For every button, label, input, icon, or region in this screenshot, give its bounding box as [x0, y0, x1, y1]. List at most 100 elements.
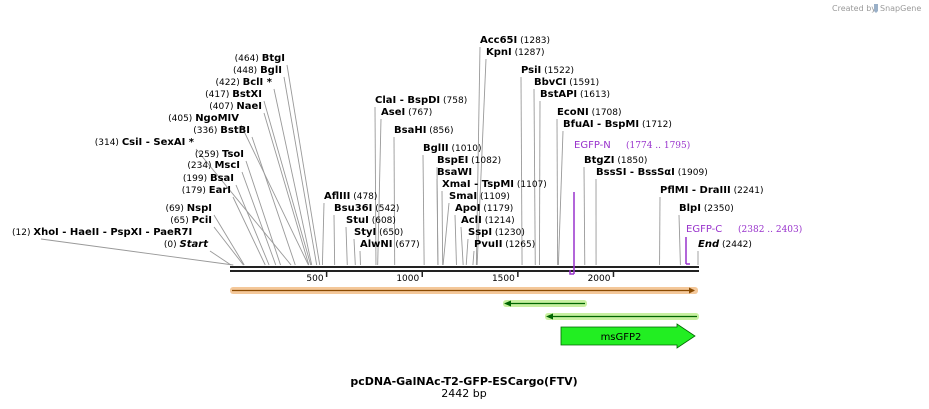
site-label-start[interactable]: (0) Start: [164, 239, 209, 250]
site-label-nspi[interactable]: (69) NspI: [165, 203, 212, 214]
site-line-bsu36i: [333, 214, 336, 266]
site-label-pvuii[interactable]: PvuII (1265): [474, 239, 535, 250]
site-label-styi[interactable]: StyI (650): [354, 227, 403, 238]
site-label-bbvci[interactable]: BbvCI (1591): [534, 77, 599, 88]
site-name: MscI: [214, 160, 240, 171]
site-label-xhoi[interactable]: (12) XhoI - HaeII - PspXI - PaeR7I: [12, 227, 192, 238]
primer-egfp-c[interactable]: EGFP-C (2382 .. 2403): [685, 224, 802, 265]
site-label-xmai[interactable]: XmaI - TspMI (1107): [442, 179, 547, 190]
ruler-tick-label: 2000: [588, 274, 611, 284]
site-label-ngomiv[interactable]: (405) NgoMIV: [168, 113, 239, 124]
site-position: (1230): [495, 228, 525, 238]
site-label-asei[interactable]: AseI (767): [381, 107, 432, 118]
site-label-btgzi[interactable]: BtgZI (1850): [584, 155, 647, 166]
feature-msgfp2[interactable]: msGFP2: [560, 323, 696, 349]
site-label-psii[interactable]: PsiI (1522): [521, 65, 574, 76]
site-line-msci: [241, 171, 277, 266]
site-label-bcli[interactable]: (422) BclI *: [216, 77, 273, 88]
site-label-bsai[interactable]: (199) BsaI: [183, 173, 234, 184]
site-label-bgli[interactable]: (448) BglI: [233, 65, 282, 76]
site-line-xmai: [441, 190, 444, 266]
site-position: (1109): [480, 192, 510, 202]
site-label-bspei[interactable]: BspEI (1082): [437, 155, 501, 166]
site-label-econi[interactable]: EcoNI (1708): [557, 107, 622, 118]
site-label-bglii[interactable]: BglII (1010): [423, 143, 481, 154]
site-label-bfuai[interactable]: BfuAI - BspMI (1712): [563, 119, 672, 130]
site-label-smai[interactable]: SmaI (1109): [449, 191, 510, 202]
orf-reverse-1[interactable]: [503, 300, 587, 307]
site-position: (856): [429, 126, 453, 136]
site-name: BtgI: [262, 53, 285, 64]
site-position: (1265): [505, 240, 535, 250]
site-name: -: [626, 167, 637, 178]
site-name: -: [99, 227, 110, 238]
site-label-afliii[interactable]: AflIII (478): [324, 191, 377, 202]
site-line-acli: [460, 226, 464, 266]
site-name: StuI: [346, 215, 369, 226]
site-label-csii[interactable]: (314) CsiI - SexAI *: [95, 137, 195, 148]
site-label-acli[interactable]: AclI (1214): [461, 215, 515, 226]
site-position: (767): [408, 108, 432, 118]
site-name: Bsu36I: [334, 203, 372, 214]
site-name: BsaWI: [437, 167, 472, 178]
site-line-bstapi: [539, 100, 541, 266]
site-label-pflmi[interactable]: PflMI - DraIII (2241): [660, 185, 764, 196]
site-label-alwni[interactable]: AlwNI (677): [360, 239, 420, 250]
site-label-eari[interactable]: (179) EarI: [182, 185, 231, 196]
site-name: PflMI: [660, 185, 688, 196]
site-position: (234): [187, 161, 211, 171]
site-label-apoi[interactable]: ApoI (1179): [455, 203, 513, 214]
orf-reverse-2[interactable]: [545, 313, 699, 320]
site-label-pcii[interactable]: (65) PciI: [170, 215, 212, 226]
site-name: PaeR7I: [153, 227, 192, 238]
ruler-ticks: 500 1000 1500 2000: [306, 272, 615, 284]
site-label-stui[interactable]: StuI (608): [346, 215, 396, 226]
site-name: ApoI: [455, 203, 481, 214]
site-position: (2442): [722, 240, 752, 250]
site-position: (464): [235, 54, 259, 64]
site-name: XmaI: [442, 179, 471, 190]
site-name: -: [59, 227, 70, 238]
site-label-bstxi[interactable]: (417) BstXI: [205, 89, 262, 100]
site-position: (608): [372, 216, 396, 226]
site-position: (179): [182, 186, 206, 196]
site-position: (422): [216, 78, 240, 88]
site-label-bsu36i[interactable]: Bsu36I (542): [334, 203, 399, 214]
site-label-sspi[interactable]: SspI (1230): [468, 227, 525, 238]
site-name: EarI: [209, 185, 231, 196]
site-label-blpi[interactable]: BlpI (2350): [679, 203, 734, 214]
site-label-kpni[interactable]: KpnI (1287): [486, 47, 545, 58]
site-label-bsawi[interactable]: BsaWI: [437, 167, 472, 178]
site-position: (2241): [734, 186, 764, 196]
site-position: (314): [95, 138, 119, 148]
site-label-btgi[interactable]: (464) BtgI: [235, 53, 285, 64]
site-label-bsahi[interactable]: BsaHI (856): [394, 125, 454, 136]
site-line-psii: [520, 76, 523, 266]
site-line-csii: [195, 148, 292, 266]
site-label-naei[interactable]: (407) NaeI: [209, 101, 262, 112]
site-label-bstbi[interactable]: (336) BstBI: [193, 125, 250, 136]
site-label-acc65i[interactable]: Acc65I (1283): [480, 35, 550, 46]
site-label-clai[interactable]: ClaI - BspDI (758): [375, 95, 467, 106]
site-line-ngomiv: [240, 124, 309, 266]
site-label-bstapi[interactable]: BstAPI (1613): [540, 89, 610, 100]
site-name: AflIII: [324, 191, 350, 202]
ruler-tick-label: 500: [306, 274, 323, 284]
site-name: End: [698, 239, 720, 250]
site-line-kpni: [476, 58, 487, 266]
site-label-end[interactable]: End (2442): [698, 239, 752, 250]
site-position: (199): [183, 174, 207, 184]
primer-egfp-n[interactable]: EGFP-N (1774 .. 1795): [569, 140, 690, 275]
site-position: (677): [395, 240, 419, 250]
feature-msgfp2-label: msGFP2: [601, 332, 642, 343]
site-line-apoi: [454, 214, 457, 266]
site-line-btgi: [286, 64, 321, 266]
orf-main[interactable]: [230, 287, 698, 294]
site-label-bsssi[interactable]: BssSI - BssSαI (1909): [596, 167, 708, 178]
site-line-blpi: [678, 214, 681, 266]
site-label-tsoi[interactable]: (259) TsoI: [195, 149, 244, 160]
site-label-msci[interactable]: (234) MscI: [187, 160, 240, 171]
site-line-afliii: [321, 202, 325, 266]
site-name: BlpI: [679, 203, 701, 214]
